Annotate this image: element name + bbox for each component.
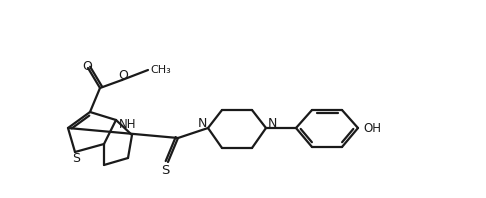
Text: O: O <box>82 61 92 73</box>
Text: S: S <box>161 165 169 177</box>
Text: OH: OH <box>363 122 381 134</box>
Text: N: N <box>197 116 207 129</box>
Text: O: O <box>118 69 128 82</box>
Text: NH: NH <box>119 117 137 130</box>
Text: N: N <box>267 116 277 129</box>
Text: S: S <box>72 152 80 166</box>
Text: CH₃: CH₃ <box>151 65 172 75</box>
